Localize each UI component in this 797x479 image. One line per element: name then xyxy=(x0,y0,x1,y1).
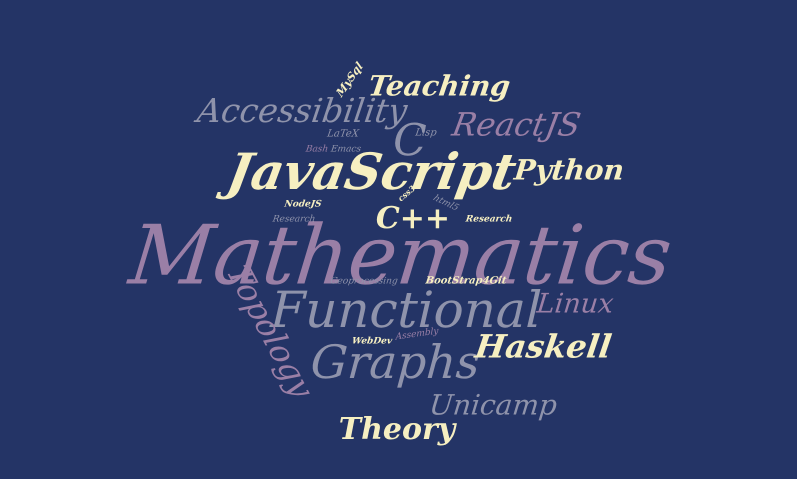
word-lisp: Lisp xyxy=(414,128,438,139)
word-python: Python xyxy=(512,154,626,187)
word-geoprocessing: Geoprocessing xyxy=(330,277,399,287)
word-nodejs: NodeJS xyxy=(283,200,323,210)
word-linux: Linux xyxy=(534,289,615,320)
word-bash: Bash xyxy=(304,145,329,155)
word-research-right: Research xyxy=(464,215,513,225)
word-bootstrap4git: BootStrap4Git xyxy=(424,276,508,287)
word-teaching: Teaching xyxy=(366,70,512,103)
word-functional: Functional xyxy=(269,281,543,339)
word-emacs: Emacs xyxy=(329,145,362,155)
word-research-left: Research xyxy=(271,215,316,225)
word-unicamp: Unicamp xyxy=(428,389,559,422)
word-javascript: JavaScript xyxy=(215,142,521,201)
word-reactjs: ReactJS xyxy=(448,106,583,144)
word-graphs: Graphs xyxy=(309,335,482,389)
word-accessibility: Accessibility xyxy=(192,91,411,130)
word-webdev: WebDev xyxy=(351,337,393,347)
word-mathematics: Mathematics xyxy=(123,209,676,304)
word-latex: LaTeX xyxy=(325,129,360,140)
word-theory: Theory xyxy=(339,412,458,447)
word-haskell: Haskell xyxy=(472,328,614,366)
word-c: C xyxy=(393,116,427,167)
word-cpp: C++ xyxy=(376,201,450,236)
